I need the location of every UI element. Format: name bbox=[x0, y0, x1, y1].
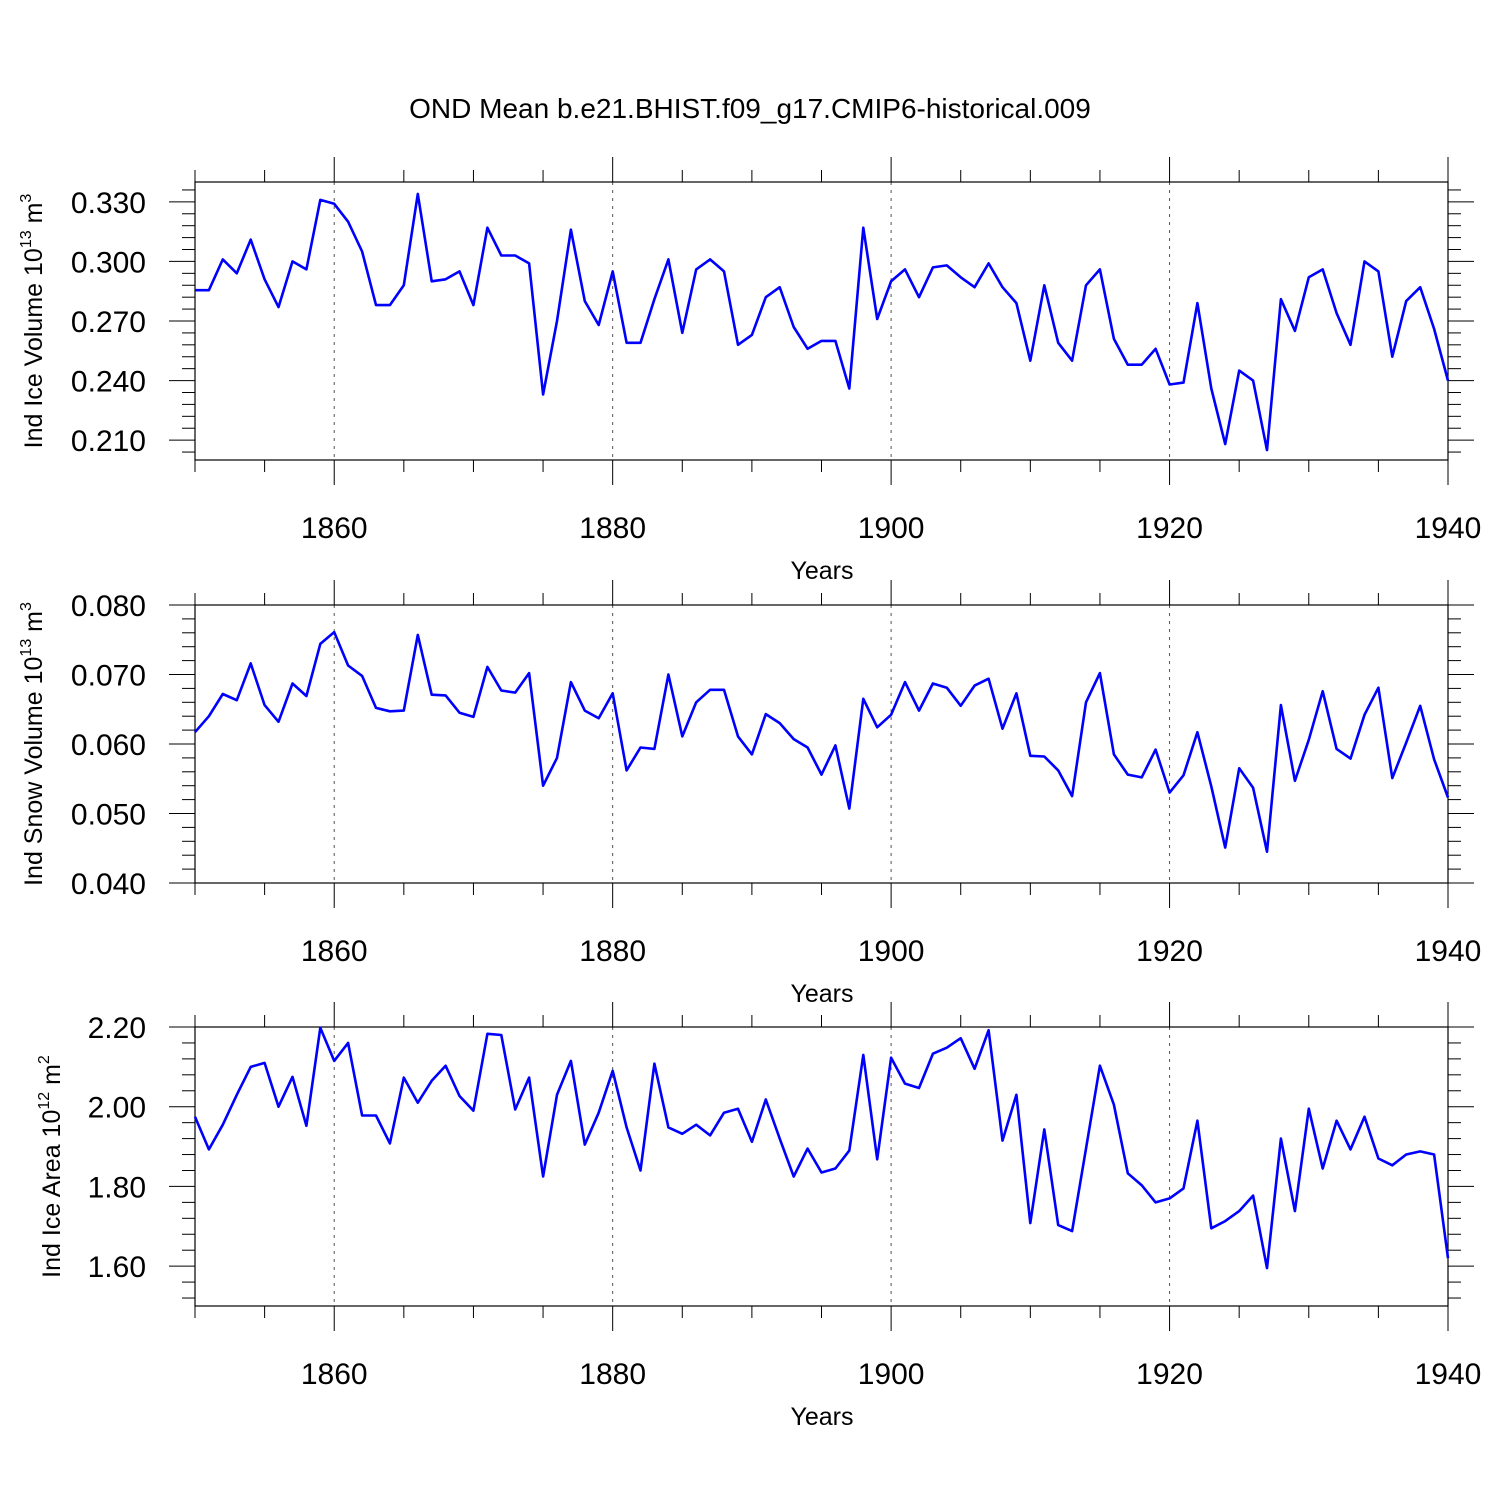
x-tick-label: 1900 bbox=[858, 512, 925, 545]
x-tick-label: 1860 bbox=[301, 935, 368, 968]
series-line bbox=[195, 192, 1450, 452]
y-tick-label: 0.040 bbox=[71, 868, 146, 901]
y-axis-label-text: Ind Ice Area 10 bbox=[38, 1110, 66, 1278]
y-tick-label: 2.20 bbox=[88, 1012, 146, 1045]
panel-3: 1.60 1.80 2.00 2.20 1860 1880 1900 1920 1940 Year… bbox=[36, 1002, 1481, 1431]
y-axis-label: Ind Ice Volume 1013 m3 bbox=[18, 194, 48, 449]
x-axis-label: Years bbox=[790, 980, 853, 1008]
y-tick-label: 0.210 bbox=[71, 425, 146, 458]
y-axis-label-exponent: 13 bbox=[18, 230, 35, 248]
x-tick-label: 1940 bbox=[1415, 935, 1482, 968]
panel-2: 0.040 0.050 0.060 0.070 0.080 1860 1880 1900 192… bbox=[18, 580, 1481, 1008]
series-line bbox=[193, 1026, 1450, 1270]
x-tick-label: 1860 bbox=[301, 512, 368, 545]
y-axis-label-exponent: 12 bbox=[36, 1092, 53, 1110]
x-axis-label: Years bbox=[790, 557, 853, 585]
x-tick-label: 1940 bbox=[1415, 1358, 1482, 1391]
x-tick-label: 1880 bbox=[579, 935, 646, 968]
x-axis-label: Years bbox=[790, 1403, 853, 1431]
x-tick-label: 1900 bbox=[858, 1358, 925, 1391]
x-tick-label: 1920 bbox=[1136, 1358, 1203, 1391]
y-axis-label-text: Ind Snow Volume 10 bbox=[20, 657, 48, 886]
y-tick-label: 2.00 bbox=[88, 1092, 146, 1125]
panels-group: 0.210 0.240 0.270 0.300 0.330 1860 1880 1900 192… bbox=[18, 157, 1481, 1431]
plot-frame bbox=[194, 1026, 1449, 1307]
y-tick-label: 0.240 bbox=[71, 366, 146, 399]
y-axis-label-unit-exponent: 3 bbox=[18, 602, 35, 611]
y-axis-label-exponent: 13 bbox=[18, 639, 35, 657]
y-axis-label-unit: m bbox=[38, 1064, 66, 1092]
y-tick-label: 0.050 bbox=[71, 799, 146, 832]
y-axis-label: Ind Snow Volume 1013 m3 bbox=[18, 602, 48, 886]
y-axis-label-unit: m bbox=[20, 611, 48, 639]
y-tick-label: 0.330 bbox=[71, 187, 146, 220]
x-tick-label: 1880 bbox=[579, 1358, 646, 1391]
x-tick-label: 1900 bbox=[858, 935, 925, 968]
y-axis-label-text: Ind Ice Volume 10 bbox=[20, 248, 48, 448]
y-tick-label: 0.060 bbox=[71, 729, 146, 762]
y-tick-label: 0.300 bbox=[71, 246, 146, 279]
x-tick-label: 1920 bbox=[1136, 935, 1203, 968]
series-line bbox=[194, 630, 1450, 854]
x-tick-label: 1880 bbox=[579, 512, 646, 545]
panel-1: 0.210 0.240 0.270 0.300 0.330 1860 1880 1900 192… bbox=[18, 157, 1481, 585]
y-tick-label: 0.070 bbox=[71, 660, 146, 693]
y-tick-label: 0.080 bbox=[71, 590, 146, 623]
x-tick-label: 1920 bbox=[1136, 512, 1203, 545]
x-tick-label: 1860 bbox=[301, 1358, 368, 1391]
plot-frame bbox=[194, 604, 1449, 884]
chart-title: OND Mean b.e21.BHIST.f09_g17.CMIP6-histo… bbox=[409, 93, 1091, 124]
y-axis-label: Ind Ice Area 1012 m2 bbox=[36, 1055, 66, 1278]
y-axis-label-unit-exponent: 3 bbox=[18, 194, 35, 203]
x-tick-label: 1940 bbox=[1415, 512, 1482, 545]
y-axis-label-unit-exponent: 2 bbox=[36, 1055, 53, 1064]
y-tick-label: 1.60 bbox=[88, 1251, 146, 1284]
y-tick-label: 1.80 bbox=[88, 1171, 146, 1204]
y-axis-label-unit: m bbox=[20, 203, 48, 231]
y-tick-label: 0.270 bbox=[71, 306, 146, 339]
